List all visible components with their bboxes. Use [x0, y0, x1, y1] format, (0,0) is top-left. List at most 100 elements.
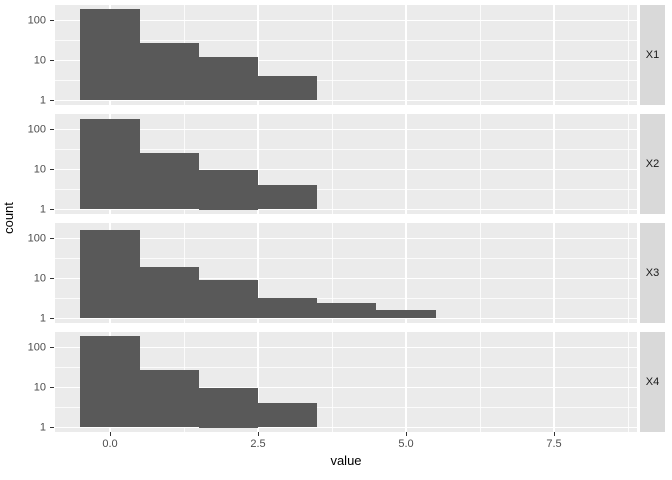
grid-minor-h: [55, 407, 637, 408]
grid-minor-h: [55, 367, 637, 368]
y-tick-mark: [50, 347, 54, 348]
grid-minor-v: [627, 5, 629, 105]
facet-panel: [55, 223, 637, 323]
y-tick-label: 10: [33, 163, 46, 175]
histogram-bar: [258, 403, 318, 428]
grid-major-h: [55, 208, 637, 211]
grid-minor-h: [55, 258, 637, 259]
y-tick-label: 100: [27, 232, 46, 244]
histogram-bar: [198, 57, 258, 101]
x-tick-label: 2.5: [250, 438, 266, 450]
grid-minor-h: [55, 149, 637, 150]
facet-panel: [55, 5, 637, 105]
y-tick-label: 100: [27, 123, 46, 135]
facet-strip-label: X2: [645, 158, 660, 170]
facet-strip: X3: [640, 223, 665, 323]
histogram-bar: [139, 267, 199, 319]
grid-major-h: [55, 99, 637, 102]
grid-major-v: [553, 114, 555, 214]
grid-minor-h: [55, 40, 637, 41]
y-tick-label: 1: [39, 421, 46, 433]
grid-major-h: [55, 237, 637, 240]
grid-major-h: [55, 19, 637, 22]
grid-minor-h: [55, 298, 637, 299]
grid-major-v: [257, 5, 259, 105]
histogram-bar: [376, 310, 436, 319]
x-tick-mark: [405, 432, 407, 436]
y-tick-mark: [50, 318, 54, 319]
grid-major-v: [257, 223, 259, 323]
grid-minor-v: [331, 223, 333, 323]
grid-major-v: [257, 114, 259, 214]
histogram-bar: [139, 369, 199, 428]
y-tick-label: 1: [39, 312, 46, 324]
y-tick-mark: [50, 20, 54, 21]
grid-major-v: [553, 332, 555, 432]
y-tick-mark: [50, 238, 54, 239]
grid-major-v: [405, 5, 407, 105]
histogram-bar: [139, 152, 199, 210]
grid-major-h: [55, 346, 637, 349]
grid-major-h: [55, 168, 637, 171]
histogram-bar: [198, 280, 258, 319]
facet-panel: [55, 114, 637, 214]
grid-major-v: [405, 332, 407, 432]
grid-major-h: [55, 128, 637, 131]
grid-minor-v: [627, 332, 629, 432]
y-tick-mark: [50, 278, 54, 279]
y-tick-mark: [50, 60, 54, 61]
grid-minor-v: [331, 114, 333, 214]
histogram-bar: [80, 336, 140, 428]
grid-minor-v: [479, 114, 481, 214]
y-tick-mark: [50, 209, 54, 210]
x-tick-mark: [109, 432, 111, 436]
facet-strip: X2: [640, 114, 665, 214]
histogram-bar: [139, 43, 199, 101]
grid-minor-v: [479, 5, 481, 105]
facet-strip-label: X4: [645, 376, 660, 388]
x-tick-label: 5.0: [398, 438, 414, 450]
histogram-bar: [258, 298, 318, 319]
x-tick-mark: [553, 432, 555, 436]
y-tick-mark: [50, 169, 54, 170]
histogram-bar: [198, 387, 258, 428]
histogram-bar: [317, 303, 377, 319]
y-tick-label: 1: [39, 94, 46, 106]
x-tick-mark: [257, 432, 259, 436]
grid-major-v: [405, 223, 407, 323]
histogram-bar: [80, 119, 140, 210]
y-tick-label: 1: [39, 203, 46, 215]
grid-minor-v: [627, 114, 629, 214]
grid-minor-h: [55, 189, 637, 190]
x-tick-label: 0.0: [102, 438, 118, 450]
y-tick-mark: [50, 387, 54, 388]
grid-major-h: [55, 426, 637, 429]
y-tick-label: 100: [27, 341, 46, 353]
grid-major-v: [405, 114, 407, 214]
y-tick-label: 10: [33, 272, 46, 284]
grid-major-h: [55, 59, 637, 62]
facet-strip-label: X1: [645, 49, 660, 61]
facet-strip-label: X3: [645, 267, 660, 279]
y-tick-label: 10: [33, 54, 46, 66]
grid-major-v: [553, 223, 555, 323]
grid-major-v: [553, 5, 555, 105]
histogram-bar: [80, 230, 140, 319]
y-tick-mark: [50, 100, 54, 101]
x-tick-label: 7.5: [546, 438, 562, 450]
histogram-bar: [258, 76, 318, 101]
grid-major-v: [257, 332, 259, 432]
y-tick-mark: [50, 129, 54, 130]
y-tick-label: 10: [33, 381, 46, 393]
grid-minor-v: [331, 332, 333, 432]
grid-minor-v: [479, 332, 481, 432]
histogram-bar: [258, 185, 318, 210]
grid-minor-v: [331, 5, 333, 105]
histogram-bar: [80, 9, 140, 101]
grid-major-h: [55, 386, 637, 389]
x-axis-title: value: [330, 453, 362, 468]
grid-minor-v: [479, 223, 481, 323]
grid-major-h: [55, 277, 637, 280]
grid-minor-v: [627, 223, 629, 323]
